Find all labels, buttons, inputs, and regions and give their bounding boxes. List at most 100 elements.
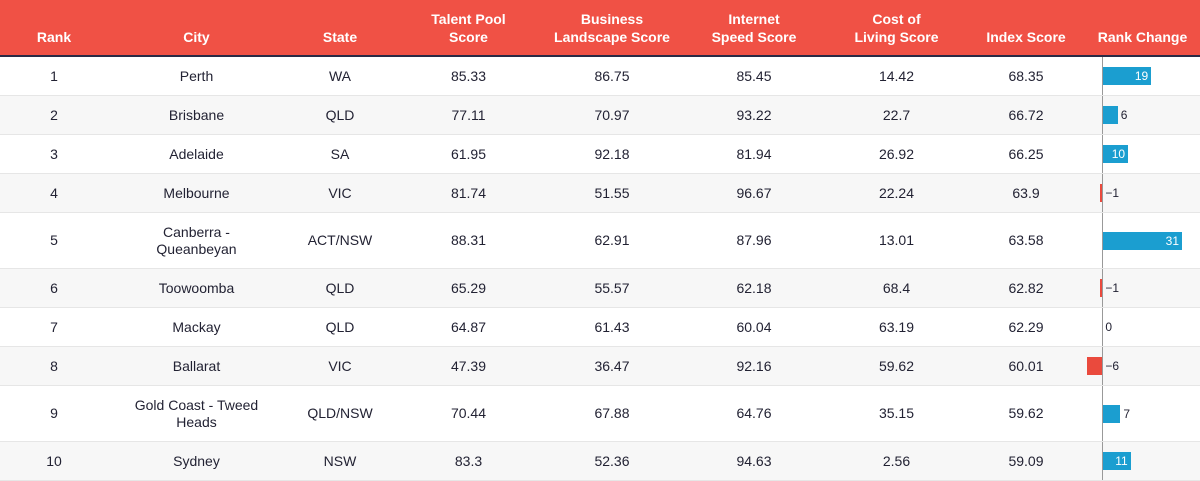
- rank-change-zero-axis: [1102, 386, 1104, 441]
- index-score-cell: 60.01: [967, 346, 1085, 386]
- rank-change-bar-area: −1: [1085, 269, 1200, 307]
- rank-change-cell: 10: [1085, 134, 1200, 174]
- table-row: 4 Melbourne VIC 81.74 51.55 96.67 22.24 63.9 −1: [0, 173, 1200, 213]
- rank-change-bar: [1086, 357, 1103, 375]
- header-cost-of-living-score: Cost of Living Score: [826, 0, 967, 56]
- header-line: Landscape Score: [554, 29, 670, 45]
- rank-cell: 4: [0, 173, 108, 213]
- internet-speed-score-cell: 96.67: [682, 173, 826, 213]
- talent-pool-score-cell: 47.39: [395, 346, 542, 386]
- talent-pool-score-cell: 70.44: [395, 385, 542, 442]
- rank-change-bar: [1099, 279, 1103, 297]
- state-cell: QLD: [285, 268, 395, 308]
- rank-change-bar: [1102, 106, 1118, 124]
- rank-change-bar: [1102, 404, 1121, 423]
- rank-cell: 6: [0, 268, 108, 308]
- city-line: Sydney: [173, 452, 220, 469]
- state-cell: SA: [285, 134, 395, 174]
- state-cell: QLD/NSW: [285, 385, 395, 442]
- index-score-cell: 59.62: [967, 385, 1085, 442]
- state-cell: VIC: [285, 173, 395, 213]
- talent-pool-score-cell: 65.29: [395, 268, 542, 308]
- header-internet-speed-score: Internet Speed Score: [682, 0, 826, 56]
- talent-pool-score-cell: 64.87: [395, 307, 542, 347]
- index-score-cell: 62.82: [967, 268, 1085, 308]
- city-cell: Ballarat: [108, 346, 285, 386]
- internet-speed-score-cell: 81.94: [682, 134, 826, 174]
- rank-change-label: 7: [1123, 406, 1131, 421]
- business-landscape-score-cell: 55.57: [542, 268, 682, 308]
- talent-pool-score-cell: 61.95: [395, 134, 542, 174]
- rank-change-label: 11: [1115, 454, 1128, 468]
- rank-cell: 9: [0, 385, 108, 442]
- rank-cell: 7: [0, 307, 108, 347]
- talent-pool-score-cell: 88.31: [395, 212, 542, 269]
- city-line: Toowoomba: [158, 279, 235, 296]
- internet-speed-score-cell: 92.16: [682, 346, 826, 386]
- rank-change-bar: [1102, 145, 1129, 163]
- business-landscape-score-cell: 61.43: [542, 307, 682, 347]
- cost-of-living-score-cell: 22.24: [826, 173, 967, 213]
- city-cell: Adelaide: [108, 134, 285, 174]
- header-talent-pool-score: Talent Pool Score: [395, 0, 542, 56]
- city-line: Adelaide: [169, 145, 224, 162]
- business-landscape-score-cell: 51.55: [542, 173, 682, 213]
- rank-change-cell: 31: [1085, 212, 1200, 269]
- city-cell: Toowoomba: [108, 268, 285, 308]
- rank-cell: 3: [0, 134, 108, 174]
- state-cell: VIC: [285, 346, 395, 386]
- rank-change-bar-area: 6: [1085, 96, 1200, 134]
- cost-of-living-score-cell: 13.01: [826, 212, 967, 269]
- rank-change-bar: [1099, 184, 1103, 202]
- rank-change-cell: −1: [1085, 268, 1200, 308]
- city-line: Heads: [176, 413, 217, 430]
- internet-speed-score-cell: 94.63: [682, 441, 826, 481]
- rank-change-cell: 19: [1085, 56, 1200, 96]
- header-city: City: [183, 29, 210, 45]
- cost-of-living-score-cell: 68.4: [826, 268, 967, 308]
- talent-pool-score-cell: 81.74: [395, 173, 542, 213]
- rank-change-bar-area: 7: [1085, 386, 1200, 441]
- header-index-score: Index Score: [986, 29, 1066, 45]
- city-cell: Gold Coast - Tweed Heads: [108, 385, 285, 442]
- table-row: 9 Gold Coast - Tweed Heads QLD/NSW 70.44 67.8…: [0, 385, 1200, 442]
- header-rank: Rank: [36, 29, 72, 45]
- header-business-landscape-score: Business Landscape Score: [542, 0, 682, 56]
- index-score-cell: 66.72: [967, 95, 1085, 135]
- city-line: Gold Coast - Tweed: [134, 396, 259, 413]
- rank-change-cell: −6: [1085, 346, 1200, 386]
- cost-of-living-score-cell: 63.19: [826, 307, 967, 347]
- rank-cell: 2: [0, 95, 108, 135]
- state-cell: NSW: [285, 441, 395, 481]
- business-landscape-score-cell: 70.97: [542, 95, 682, 135]
- table-body: 1 Perth WA 85.33 86.75 85.45 14.42 68.35 19 2 Bris…: [0, 56, 1200, 481]
- internet-speed-score-cell: 60.04: [682, 307, 826, 347]
- table-row: 7 Mackay QLD 64.87 61.43 60.04 63.19 62.29 0: [0, 307, 1200, 347]
- rank-change-label: 0: [1105, 320, 1113, 334]
- table-row: 2 Brisbane QLD 77.11 70.97 93.22 22.7 66.72 6: [0, 95, 1200, 135]
- city-line: Brisbane: [168, 106, 225, 123]
- internet-speed-score-cell: 62.18: [682, 268, 826, 308]
- rank-change-cell: −1: [1085, 173, 1200, 213]
- rank-change-label: 31: [1165, 233, 1179, 248]
- rank-change-bar-area: 11: [1085, 442, 1200, 480]
- header-rank-change: Rank Change: [1097, 29, 1188, 45]
- index-score-cell: 63.58: [967, 212, 1085, 269]
- index-score-cell: 66.25: [967, 134, 1085, 174]
- rank-change-cell: 6: [1085, 95, 1200, 135]
- index-score-cell: 62.29: [967, 307, 1085, 347]
- header-row: Rank City State Talent Pool Score Busines…: [0, 0, 1200, 56]
- table-row: 1 Perth WA 85.33 86.75 85.45 14.42 68.35 19: [0, 56, 1200, 96]
- state-cell: QLD: [285, 95, 395, 135]
- rank-change-bar-area: 10: [1085, 135, 1200, 173]
- internet-speed-score-cell: 93.22: [682, 95, 826, 135]
- business-landscape-score-cell: 86.75: [542, 56, 682, 96]
- rank-change-bar-area: 31: [1085, 213, 1200, 268]
- cost-of-living-score-cell: 26.92: [826, 134, 967, 174]
- header-line: Internet: [728, 11, 780, 27]
- header-line: Living Score: [854, 29, 939, 45]
- business-landscape-score-cell: 36.47: [542, 346, 682, 386]
- rank-change-zero-axis: [1102, 269, 1104, 307]
- city-cell: Melbourne: [108, 173, 285, 213]
